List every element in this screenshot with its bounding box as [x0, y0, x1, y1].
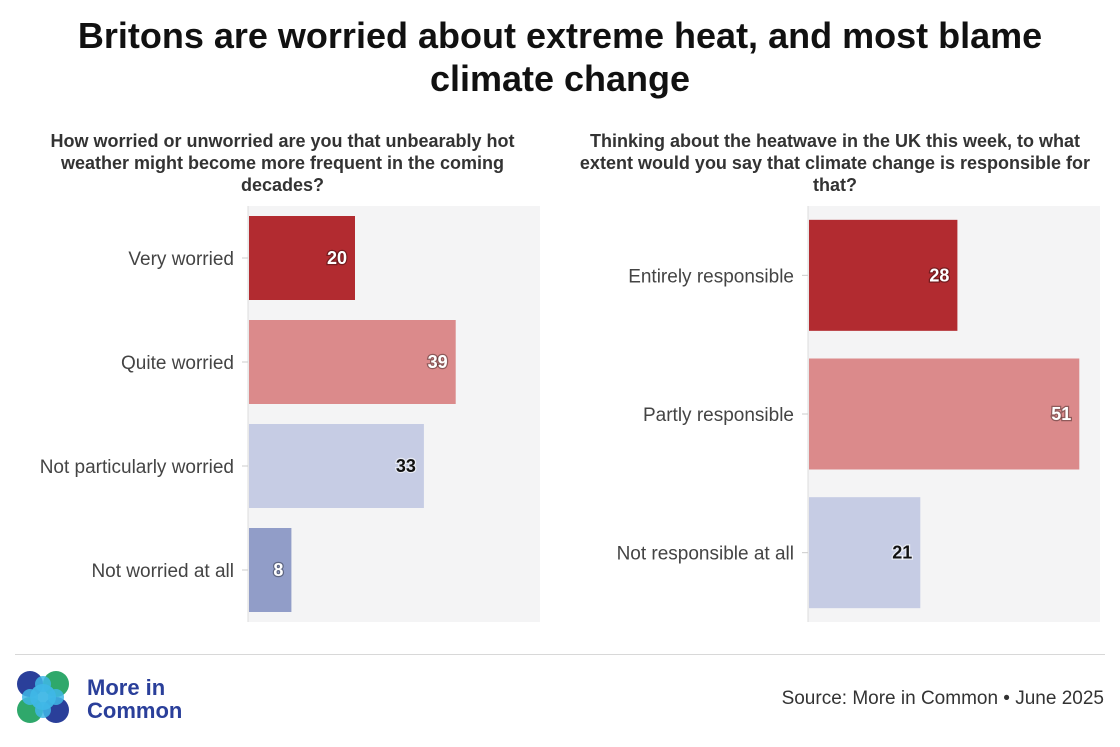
value-label-quite-worried: 39 — [428, 352, 448, 372]
chart-title: Britons are worried about extreme heat, … — [77, 15, 1043, 99]
right-bar-chart: Entirely responsible 28 Partly responsible… — [617, 206, 1100, 622]
more-in-common-logo-icon — [17, 671, 69, 723]
value-label-not-responsible-at-all: 21 — [892, 543, 912, 563]
logo-wordmark: More in Common — [87, 676, 182, 722]
bar-not-worried-at-all — [249, 528, 292, 612]
bar-quite-worried — [249, 320, 456, 404]
category-label-partly-responsible: Partly responsible — [643, 405, 794, 426]
bar-entirely-responsible — [809, 219, 958, 331]
value-label-partly-responsible: 51 — [1051, 404, 1071, 424]
source-note: Source: More in Common • June 2025 — [781, 688, 1104, 709]
category-label-not-particularly-worried: Not particularly worried — [40, 457, 234, 478]
right-chart-question: Thinking about the heatwave in the UK th… — [579, 131, 1091, 195]
value-label-not-particularly-worried: 33 — [396, 456, 416, 476]
left-chart-question: How worried or unworried are you that un… — [50, 131, 515, 195]
logo-line-2: Common — [87, 698, 183, 723]
category-label-quite-worried: Quite worried — [121, 353, 234, 374]
category-label-very-worried: Very worried — [128, 249, 234, 270]
bar-very-worried — [249, 216, 355, 300]
value-label-entirely-responsible: 28 — [929, 265, 949, 285]
value-label-very-worried: 20 — [327, 248, 347, 268]
bar-not-responsible-at-all — [809, 497, 921, 609]
left-bar-chart: Very worried 20 Quite worried 39 Not particu… — [40, 206, 540, 622]
category-label-not-responsible-at-all: Not responsible at all — [617, 544, 794, 565]
logo-line-1: More in — [87, 675, 166, 700]
value-label-not-worried-at-all: 8 — [273, 560, 283, 580]
bar-partly-responsible — [809, 358, 1080, 470]
category-label-entirely-responsible: Entirely responsible — [628, 266, 794, 287]
bar-not-particularly-worried — [249, 424, 424, 508]
category-label-not-worried-at-all: Not worried at all — [91, 561, 234, 582]
footer-divider — [15, 654, 1105, 655]
